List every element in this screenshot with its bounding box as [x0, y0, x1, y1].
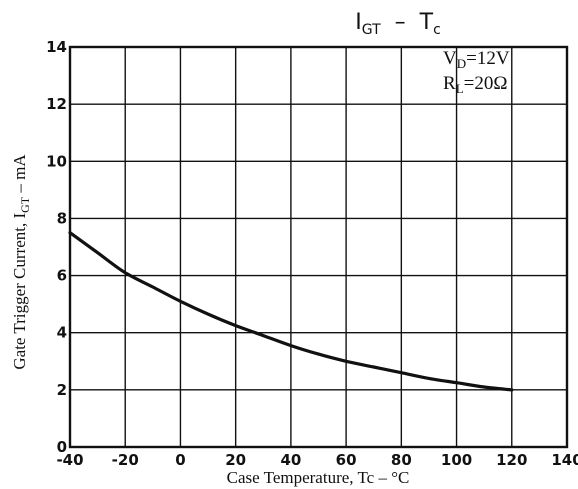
y-tick-label: 6 — [57, 267, 67, 285]
y-tick-label: 4 — [57, 324, 67, 342]
annotation-rl-value: =20Ω — [464, 73, 508, 94]
plot-frame — [68, 45, 569, 449]
annotation-vd-value: =12V — [466, 48, 510, 69]
annotation-vd-label: V — [443, 48, 457, 69]
y-axis-label-main: Gate Trigger Current, I — [10, 213, 29, 370]
annotation-vd-sub: D — [457, 56, 466, 71]
y-tick-label: 0 — [57, 438, 67, 456]
y-axis-label-sub: GT — [18, 196, 32, 213]
y-tick-label: 8 — [57, 209, 67, 227]
title-dash: – — [395, 10, 406, 35]
x-tick-label: 60 — [336, 451, 357, 469]
x-tick-label: -40 — [56, 451, 83, 469]
series-line-igt — [68, 231, 514, 392]
annotation-rl-label: R — [443, 73, 456, 94]
x-tick-label: 120 — [496, 451, 527, 469]
chart-title: IGT – Tc — [355, 10, 441, 38]
annotation-rl: RL=20Ω — [443, 73, 507, 96]
x-tick-label: 0 — [175, 451, 185, 469]
y-axis-label: Gate Trigger Current, IGT – mA — [10, 154, 32, 370]
y-tick-label: 14 — [46, 38, 67, 56]
annotation-rl-sub: L — [456, 81, 464, 96]
y-tick-label: 12 — [46, 95, 67, 113]
x-tick-label: 100 — [441, 451, 472, 469]
x-tick-label: -20 — [112, 451, 139, 469]
x-tick-label: 40 — [280, 451, 301, 469]
annotation-vd: VD=12V — [443, 48, 510, 71]
y-axis-label-unit: – mA — [10, 154, 29, 197]
title-main: I — [355, 10, 362, 35]
y-tick-labels: 0 2 4 6 8 10 12 14 — [46, 38, 67, 456]
title-var-sub: c — [433, 22, 441, 38]
x-tick-labels: -40 -20 0 20 40 60 80 100 120 140 — [56, 451, 578, 469]
y-tick-label: 10 — [46, 152, 67, 170]
x-tick-label: 20 — [225, 451, 246, 469]
x-tick-label: 140 — [551, 451, 578, 469]
y-tick-label: 2 — [57, 381, 67, 399]
x-tick-label: 80 — [391, 451, 412, 469]
title-var: T — [419, 10, 434, 35]
title-sub: GT — [362, 22, 381, 38]
x-axis-label: Case Temperature, Tc – °C — [227, 468, 410, 487]
